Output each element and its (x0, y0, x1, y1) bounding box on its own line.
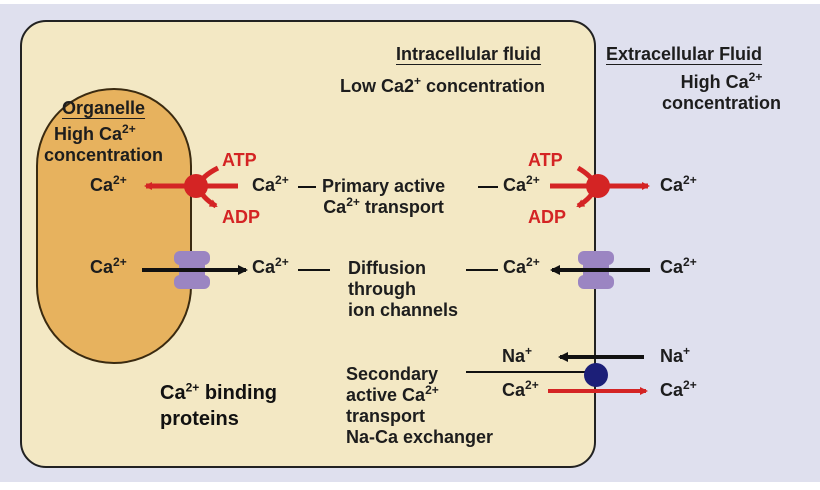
organelle-atp-label: ATP (222, 150, 257, 170)
cytosol-calcium-label-3: Ca2+ (252, 255, 289, 277)
na-ca-exchanger-icon (548, 352, 648, 395)
extracellular-sodium-label: Na+ (660, 344, 691, 366)
cytosol-calcium-label-2: Ca2+ (503, 173, 540, 195)
extracellular-concentration: High Ca2+ concentration (662, 70, 782, 113)
binding-proteins-label: Ca2+ binding proteins (160, 380, 278, 430)
extracellular-calcium-label-2: Ca2+ (660, 255, 697, 277)
extracellular-calcium-label-1: Ca2+ (660, 173, 697, 195)
organelle-ion-channel-icon (142, 251, 248, 289)
organelle-membrane (36, 88, 192, 364)
organelle-calcium-label: Ca2+ (90, 173, 127, 195)
membrane-atp-label: ATP (528, 150, 563, 170)
diffusion-label: Diffusion through ion channels (348, 258, 459, 320)
organelle-concentration: High Ca2+ concentration (44, 122, 164, 165)
cytosol-calcium-label-1: Ca2+ (252, 173, 289, 195)
secondary-active-transport-label: Secondary active Ca2+ transport Na-Ca ex… (346, 364, 494, 447)
primary-active-transport-label: Primary active Ca2+ transport (322, 176, 446, 217)
organelle-title: Organelle (62, 98, 146, 118)
organelle-calcium-label-2: Ca2+ (90, 255, 127, 277)
membrane-ion-channel-icon (550, 251, 650, 289)
organelle-adp-label: ADP (222, 207, 261, 227)
connector-lines (298, 186, 590, 373)
intracellular-concentration: Low Ca2+ concentration (340, 74, 546, 96)
membrane-calcium-pump-icon (550, 165, 650, 209)
membrane-adp-label: ADP (528, 207, 567, 227)
top-border (0, 0, 820, 4)
bottom-border (0, 482, 820, 490)
extracellular-title: Extracellular Fluid (606, 44, 763, 64)
cytosol-sodium-label: Na+ (502, 344, 533, 366)
cytosol-calcium-label-4: Ca2+ (503, 255, 540, 277)
extracellular-calcium-label-3: Ca2+ (660, 378, 697, 400)
cytosol-calcium-label-5: Ca2+ (502, 378, 539, 400)
organelle-calcium-pump-icon (144, 165, 238, 209)
intracellular-title: Intracellular fluid (396, 44, 542, 64)
